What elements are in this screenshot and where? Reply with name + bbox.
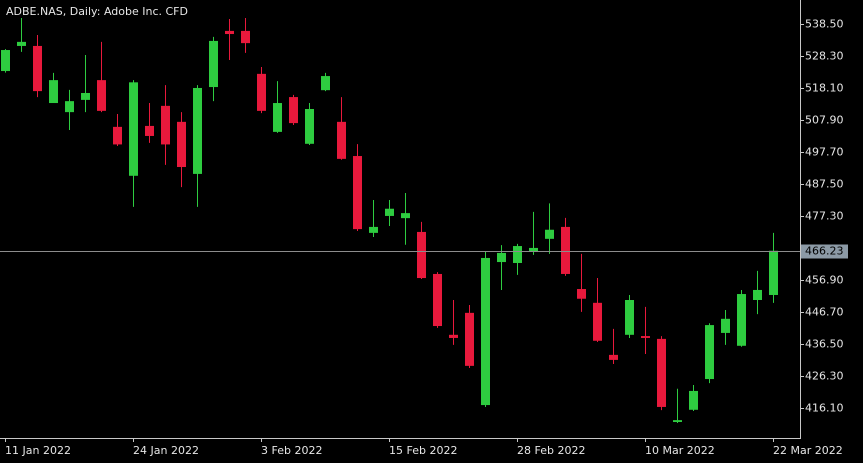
candle-body: [33, 45, 42, 92]
x-tick-label: 24 Jan 2022: [133, 444, 199, 457]
candle-body: [65, 101, 74, 113]
candle-body: [657, 338, 666, 407]
candle-body: [81, 92, 90, 100]
candle-body: [433, 273, 442, 327]
candle-body: [593, 302, 602, 341]
candle-body: [689, 390, 698, 410]
candle-body: [1, 50, 10, 72]
candle-body: [113, 126, 122, 145]
candle-body: [721, 318, 730, 333]
candle-body: [609, 354, 618, 360]
candle-body: [177, 121, 186, 168]
chart-title: ADBE.NAS, Daily: Adobe Inc. CFD: [6, 5, 188, 18]
candle-body: [369, 226, 378, 233]
y-tick-label: 497.70: [805, 146, 844, 159]
candle-body: [241, 30, 250, 44]
y-tick-label: 426.30: [805, 370, 844, 383]
y-tick-label: 518.10: [805, 82, 844, 95]
candle-body: [97, 80, 106, 111]
candle-body: [161, 105, 170, 145]
candle-body: [545, 229, 554, 239]
candle-body: [737, 294, 746, 346]
candle-body: [753, 289, 762, 300]
candle-body: [49, 80, 58, 104]
candle-body: [529, 247, 538, 252]
candle-body: [289, 97, 298, 124]
current-price-box: [801, 244, 848, 259]
candle-body: [705, 325, 714, 380]
candle-body: [337, 121, 346, 159]
y-tick-label: 436.50: [805, 338, 844, 351]
candle-body: [321, 76, 330, 91]
candle-body: [305, 108, 314, 144]
candle-body: [17, 41, 26, 46]
candle-body: [641, 336, 650, 338]
y-tick-label: 538.50: [805, 18, 844, 31]
candle-body: [145, 125, 154, 136]
candle-body: [673, 420, 682, 423]
x-tick-label: 22 Mar 2022: [773, 444, 843, 457]
x-tick-label: 11 Jan 2022: [5, 444, 71, 457]
candle-body: [193, 87, 202, 174]
y-tick-label: 477.30: [805, 210, 844, 223]
candle-body: [513, 246, 522, 263]
x-tick-label: 15 Feb 2022: [389, 444, 457, 457]
candle-body: [497, 252, 506, 263]
y-tick-label: 446.70: [805, 306, 844, 319]
candle-body: [577, 289, 586, 299]
candle-body: [449, 334, 458, 338]
x-tick-label: 10 Mar 2022: [645, 444, 715, 457]
candle-body: [225, 30, 234, 35]
y-tick-label: 528.30: [805, 50, 844, 63]
candle-body: [273, 103, 282, 132]
candle-body: [353, 156, 362, 230]
candle-body: [385, 208, 394, 216]
candle-body: [401, 213, 410, 219]
candle-body: [625, 299, 634, 335]
candle-body: [481, 257, 490, 406]
x-tick-label: 28 Feb 2022: [517, 444, 585, 457]
candle-body: [417, 231, 426, 279]
candle-body: [209, 40, 218, 88]
current-price-label: 466.23: [805, 245, 844, 258]
y-tick-label: 487.50: [805, 178, 844, 191]
candle-body: [769, 250, 778, 295]
x-tick-label: 3 Feb 2022: [261, 444, 322, 457]
candle-body: [129, 82, 138, 176]
candle-body: [465, 312, 474, 366]
y-tick-label: 507.90: [805, 114, 844, 127]
candle-body: [257, 73, 266, 111]
candle-body: [561, 226, 570, 274]
y-tick-label: 456.90: [805, 274, 844, 287]
y-tick-label: 416.10: [805, 402, 844, 415]
